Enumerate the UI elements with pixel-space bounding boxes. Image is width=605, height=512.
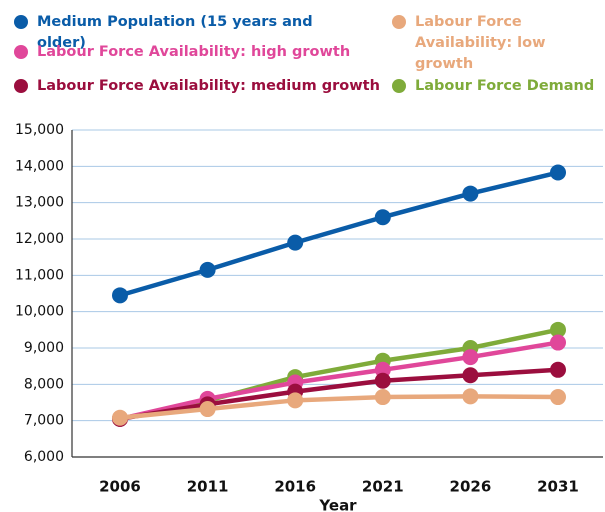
point: [462, 388, 479, 405]
x-tick-label: 2016: [274, 478, 316, 496]
point: [374, 372, 391, 389]
y-tick-label: 7,000: [24, 413, 64, 429]
point: [287, 392, 304, 409]
point: [199, 261, 216, 278]
point: [462, 185, 479, 202]
y-tick-label: 14,000: [15, 158, 64, 174]
point: [550, 389, 566, 406]
point: [112, 287, 128, 304]
y-tick-label: 6,000: [24, 449, 64, 465]
legend-item: Labour Force Availability: high growth: [14, 42, 374, 63]
y-tick-label: 12,000: [15, 231, 64, 247]
point: [462, 367, 479, 384]
y-tick-label: 9,000: [24, 340, 64, 356]
x-axis-title: Year: [318, 497, 357, 512]
point: [550, 321, 566, 338]
point: [287, 234, 304, 251]
point: [199, 401, 216, 418]
legend-marker: [14, 79, 28, 93]
legend-marker: [14, 15, 28, 29]
series-line: [119, 340, 559, 422]
legend-label: Labour Force Availability: medium growth: [37, 78, 380, 94]
x-tick-label: 2006: [99, 478, 141, 496]
y-tick-label: 15,000: [15, 122, 64, 138]
point: [550, 334, 566, 351]
legend-marker: [392, 15, 406, 29]
y-tick-label: 11,000: [15, 267, 64, 283]
series-line: [119, 367, 559, 422]
point: [462, 349, 479, 366]
legend-marker: [14, 45, 28, 59]
legend-label: Labour Force Availability: low growth: [415, 14, 546, 72]
y-tick-label: 8,000: [24, 376, 64, 392]
x-tick-label: 2011: [187, 478, 229, 496]
point: [374, 209, 391, 226]
x-tick-label: 2031: [537, 478, 579, 496]
legend-item: Medium Population (15 years and older): [14, 12, 344, 54]
series-line: [119, 394, 559, 420]
point: [112, 409, 128, 426]
legend-item: Labour Force Availability: medium growth: [14, 76, 394, 97]
y-tick-label: 13,000: [15, 195, 64, 211]
legend-label: Labour Force Availability: high growth: [37, 44, 351, 60]
point: [374, 389, 391, 406]
point: [550, 361, 566, 378]
legend-item: Labour Force Demand: [392, 76, 602, 97]
legend-item: Labour Force Availability: low growth: [392, 12, 602, 75]
legend-marker: [392, 79, 406, 93]
x-tick-label: 2021: [362, 478, 404, 496]
y-tick-label: 10,000: [15, 304, 64, 320]
legend-label: Labour Force Demand: [415, 78, 595, 94]
x-tick-label: 2026: [450, 478, 492, 496]
series-line: [119, 170, 559, 298]
legend-label: Medium Population (15 years and older): [37, 14, 313, 51]
point: [550, 164, 566, 181]
